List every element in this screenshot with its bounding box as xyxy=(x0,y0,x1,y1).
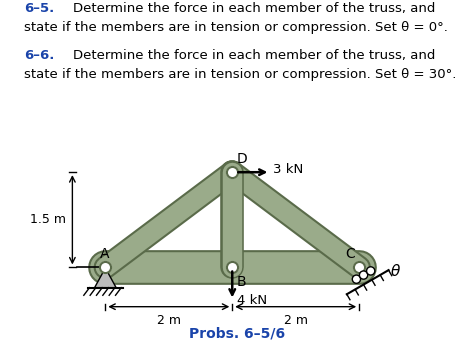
Text: B: B xyxy=(237,275,246,289)
Text: state if the members are in tension or compression. Set θ = 30°.: state if the members are in tension or c… xyxy=(24,68,456,81)
Text: $\theta$: $\theta$ xyxy=(390,263,401,279)
Text: D: D xyxy=(237,152,247,166)
Text: Probs. 6–5/6: Probs. 6–5/6 xyxy=(189,327,285,341)
Text: Determine the force in each member of the truss, and: Determine the force in each member of th… xyxy=(73,2,436,15)
Text: 6–5.: 6–5. xyxy=(24,2,54,15)
Text: 6–6.: 6–6. xyxy=(24,49,54,62)
Text: 3 kN: 3 kN xyxy=(273,163,304,176)
Polygon shape xyxy=(95,268,116,288)
Text: C: C xyxy=(345,247,355,261)
Text: Determine the force in each member of the truss, and: Determine the force in each member of th… xyxy=(73,49,436,62)
Circle shape xyxy=(366,267,375,275)
Text: 1.5 m: 1.5 m xyxy=(30,213,66,226)
Circle shape xyxy=(352,275,361,283)
Text: 2 m: 2 m xyxy=(283,314,308,327)
Text: A: A xyxy=(100,247,110,261)
Circle shape xyxy=(359,271,368,279)
Text: 2 m: 2 m xyxy=(157,314,181,327)
Text: 4 kN: 4 kN xyxy=(237,294,267,307)
Text: state if the members are in tension or compression. Set θ = 0°.: state if the members are in tension or c… xyxy=(24,21,447,34)
